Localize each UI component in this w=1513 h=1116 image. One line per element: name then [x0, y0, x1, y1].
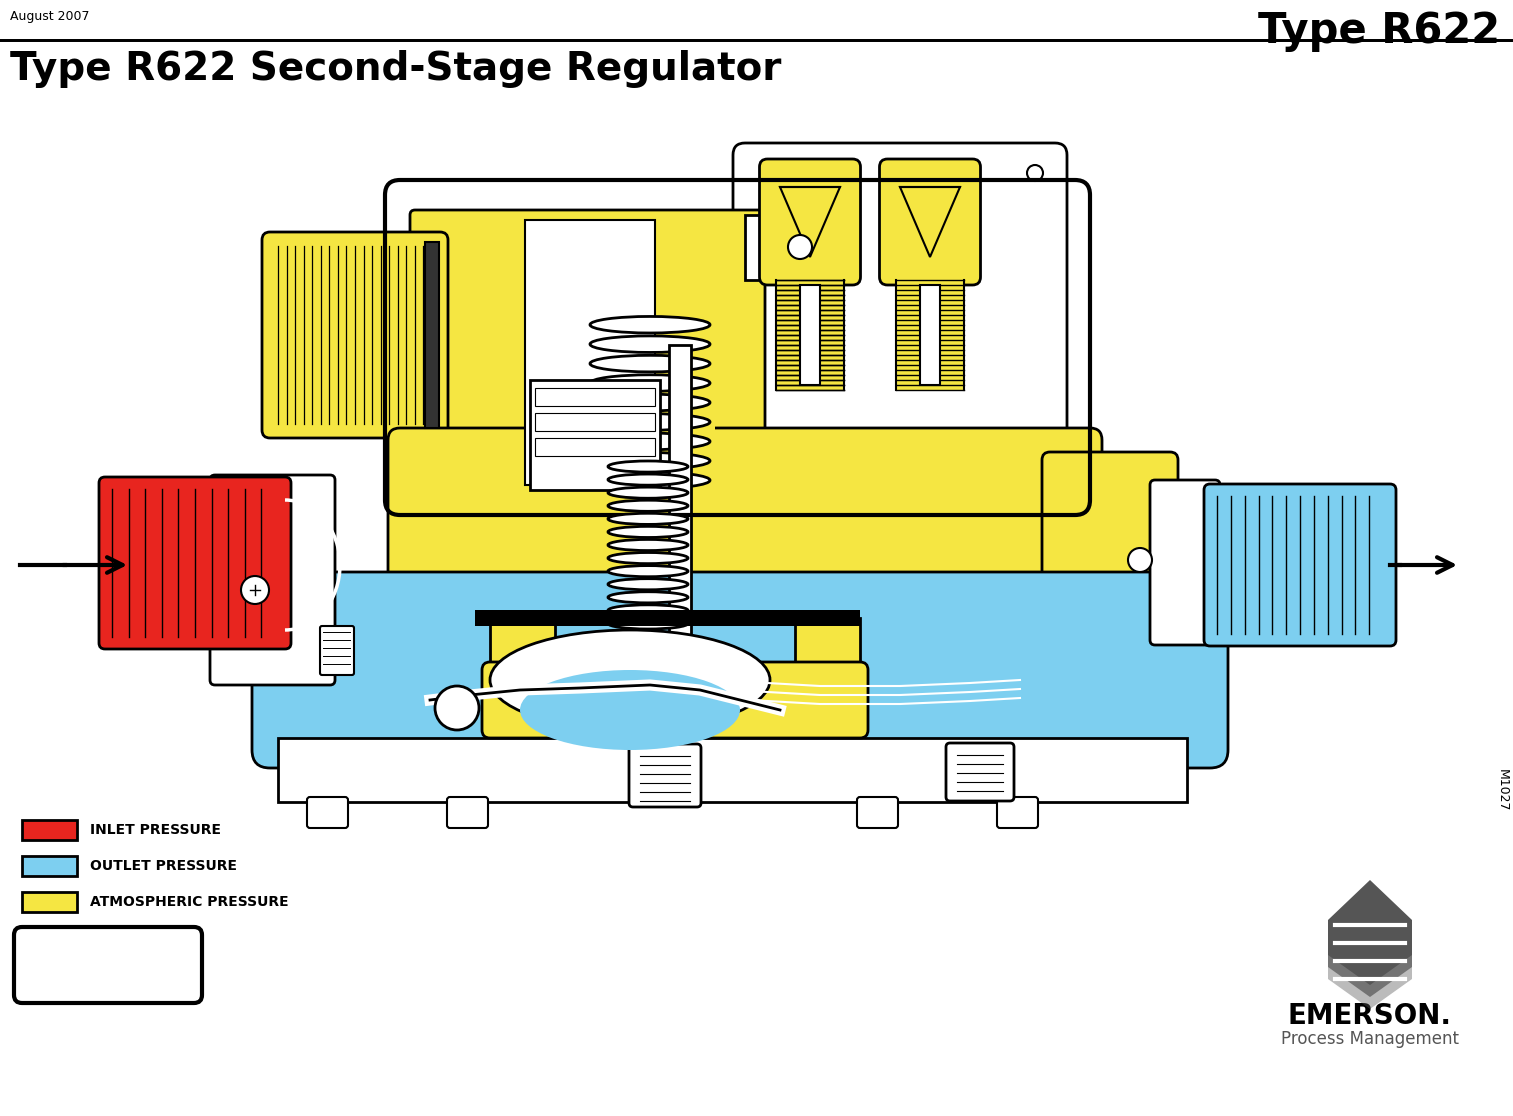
FancyBboxPatch shape [387, 429, 1101, 602]
Bar [475, 610, 859, 626]
Ellipse shape [590, 414, 710, 430]
Text: OUTLET PRESSURE: OUTLET PRESSURE [89, 859, 238, 873]
Ellipse shape [590, 453, 710, 469]
FancyBboxPatch shape [253, 573, 1229, 768]
Ellipse shape [608, 591, 688, 603]
Bar [776, 280, 844, 389]
FancyBboxPatch shape [278, 738, 1188, 802]
FancyBboxPatch shape [1204, 484, 1396, 646]
FancyBboxPatch shape [262, 232, 448, 437]
Ellipse shape [490, 631, 770, 730]
Polygon shape [1328, 904, 1412, 1009]
Text: August 2007: August 2007 [11, 10, 89, 23]
Ellipse shape [608, 566, 688, 577]
Text: EMERSON.: EMERSON. [1288, 1002, 1452, 1030]
Bar [490, 618, 555, 700]
FancyBboxPatch shape [14, 927, 203, 1003]
FancyBboxPatch shape [946, 743, 1014, 801]
Ellipse shape [608, 605, 688, 616]
FancyBboxPatch shape [1150, 480, 1219, 645]
Bar [536, 413, 655, 431]
Text: ATMOSPHERIC PRESSURE: ATMOSPHERIC PRESSURE [89, 895, 289, 910]
Bar [920, 285, 940, 385]
Text: Type R622: Type R622 [1257, 10, 1499, 52]
FancyBboxPatch shape [446, 797, 489, 828]
Circle shape [1129, 548, 1151, 573]
Text: INLET PRESSURE: INLET PRESSURE [89, 822, 221, 837]
Bar [794, 618, 859, 700]
Polygon shape [781, 187, 840, 257]
Ellipse shape [608, 500, 688, 511]
FancyBboxPatch shape [629, 744, 701, 807]
Polygon shape [1328, 881, 1412, 985]
Bar [536, 388, 655, 406]
Circle shape [1027, 165, 1042, 181]
FancyBboxPatch shape [98, 477, 290, 650]
Ellipse shape [608, 461, 688, 472]
FancyBboxPatch shape [1042, 452, 1179, 588]
Ellipse shape [590, 433, 710, 450]
Polygon shape [1328, 892, 1412, 997]
FancyBboxPatch shape [879, 158, 980, 285]
FancyBboxPatch shape [210, 475, 334, 685]
Ellipse shape [590, 472, 710, 489]
Bar [425, 242, 439, 429]
Circle shape [436, 686, 480, 730]
Text: Process Management: Process Management [1282, 1030, 1459, 1048]
FancyBboxPatch shape [307, 797, 348, 828]
Ellipse shape [590, 355, 710, 372]
Circle shape [241, 576, 269, 604]
Ellipse shape [608, 579, 688, 589]
Bar [800, 285, 820, 385]
Ellipse shape [608, 527, 688, 538]
FancyBboxPatch shape [483, 662, 868, 738]
Text: FISHER: FISHER [48, 951, 166, 979]
FancyBboxPatch shape [997, 797, 1038, 828]
FancyBboxPatch shape [525, 220, 655, 485]
Bar [669, 345, 691, 639]
FancyBboxPatch shape [410, 210, 766, 496]
Text: M1027: M1027 [1495, 769, 1508, 811]
Ellipse shape [608, 539, 688, 550]
FancyBboxPatch shape [530, 381, 660, 490]
FancyBboxPatch shape [321, 626, 354, 675]
Text: ®: ® [166, 985, 177, 995]
FancyBboxPatch shape [732, 143, 1067, 502]
Text: Type R622 Second-Stage Regulator: Type R622 Second-Stage Regulator [11, 50, 781, 88]
Polygon shape [900, 187, 961, 257]
Ellipse shape [590, 317, 710, 333]
Bar [23, 820, 77, 840]
Ellipse shape [608, 618, 688, 629]
Ellipse shape [608, 474, 688, 485]
Bar [744, 215, 760, 280]
Circle shape [788, 235, 812, 259]
FancyBboxPatch shape [856, 797, 899, 828]
Ellipse shape [608, 513, 688, 525]
FancyBboxPatch shape [760, 158, 861, 285]
Bar [586, 315, 716, 490]
Bar [896, 280, 964, 389]
Ellipse shape [608, 488, 688, 498]
Bar [23, 856, 77, 876]
Ellipse shape [590, 394, 710, 411]
Ellipse shape [590, 336, 710, 353]
Ellipse shape [608, 552, 688, 564]
Bar [23, 892, 77, 912]
Bar [536, 437, 655, 456]
Ellipse shape [590, 375, 710, 392]
Ellipse shape [520, 670, 740, 750]
